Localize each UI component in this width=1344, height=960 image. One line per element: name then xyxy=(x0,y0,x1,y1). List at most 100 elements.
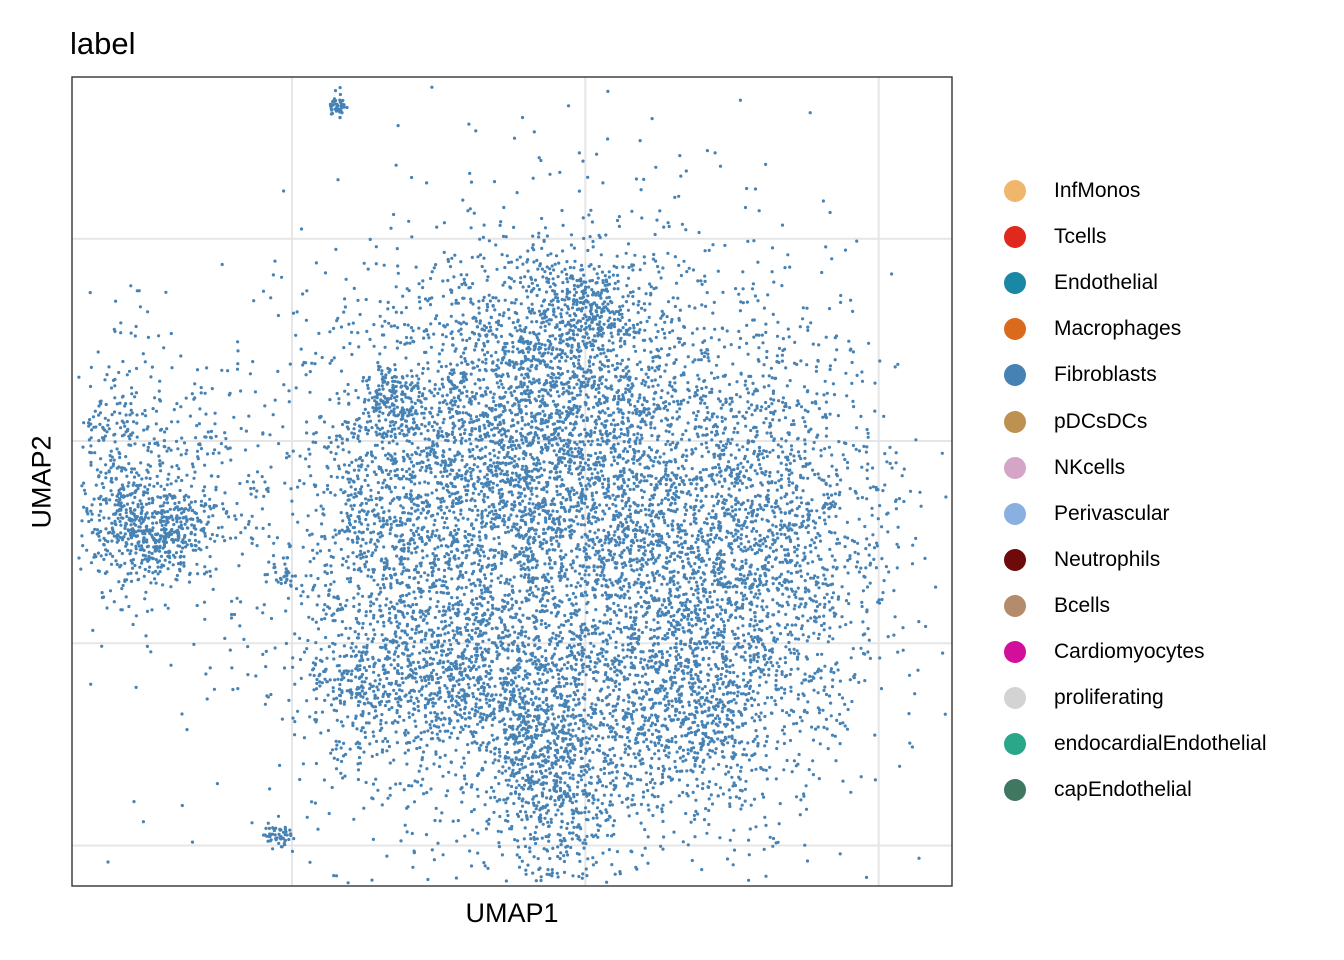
data-point xyxy=(504,778,508,782)
data-point xyxy=(779,461,783,465)
data-point xyxy=(470,538,474,542)
data-point xyxy=(827,445,832,449)
data-point xyxy=(357,755,362,760)
data-point xyxy=(575,634,579,638)
data-point xyxy=(328,330,332,334)
data-point xyxy=(554,531,558,535)
data-point xyxy=(291,716,295,720)
data-point xyxy=(667,224,671,229)
data-point xyxy=(502,456,507,460)
data-point xyxy=(674,486,678,490)
data-point xyxy=(515,664,519,669)
data-point xyxy=(561,714,565,718)
data-point xyxy=(458,573,462,577)
data-point xyxy=(645,573,649,578)
data-point xyxy=(786,327,790,331)
data-point xyxy=(713,635,717,640)
data-point xyxy=(639,473,644,477)
data-point xyxy=(555,509,559,514)
data-point xyxy=(441,453,445,458)
data-point xyxy=(752,595,756,599)
data-point xyxy=(497,636,501,640)
data-point xyxy=(422,792,426,796)
data-point xyxy=(583,634,587,638)
data-point xyxy=(541,700,545,705)
data-point xyxy=(389,324,393,328)
data-point xyxy=(269,692,273,697)
data-point xyxy=(443,699,447,704)
data-point xyxy=(722,624,727,628)
data-point xyxy=(370,754,374,759)
data-point xyxy=(822,628,826,632)
data-point xyxy=(849,656,853,660)
data-point xyxy=(412,800,417,804)
data-point xyxy=(411,865,415,869)
data-point xyxy=(468,420,472,425)
data-point xyxy=(520,515,524,519)
data-point xyxy=(457,427,462,431)
data-point xyxy=(656,438,660,442)
data-point xyxy=(669,686,673,690)
data-point xyxy=(723,417,727,421)
data-point xyxy=(626,805,630,809)
data-point xyxy=(563,267,567,271)
data-point xyxy=(660,498,664,502)
data-point xyxy=(465,469,469,473)
data-point xyxy=(669,800,673,804)
data-point xyxy=(691,478,695,482)
data-point xyxy=(543,649,548,653)
data-point xyxy=(704,646,709,650)
data-point xyxy=(571,728,575,732)
data-point xyxy=(706,605,710,610)
data-point xyxy=(169,585,173,589)
data-point xyxy=(360,552,364,556)
data-point xyxy=(424,446,429,450)
data-point xyxy=(654,165,658,169)
data-point xyxy=(356,477,360,481)
data-point xyxy=(679,618,684,622)
data-point xyxy=(456,518,460,522)
data-point xyxy=(694,540,698,544)
data-point xyxy=(304,574,308,578)
data-point xyxy=(445,474,449,478)
data-point xyxy=(634,439,638,443)
data-point xyxy=(588,747,592,751)
data-point xyxy=(540,655,544,659)
data-point xyxy=(210,387,214,391)
data-point xyxy=(535,293,539,298)
data-point xyxy=(434,263,438,267)
data-point xyxy=(291,449,295,453)
data-point xyxy=(546,391,550,395)
data-point xyxy=(369,494,373,498)
data-point xyxy=(468,849,472,853)
data-point xyxy=(520,398,525,402)
data-point xyxy=(527,756,531,761)
data-point xyxy=(719,474,723,478)
data-point xyxy=(347,322,351,326)
data-point xyxy=(326,728,330,733)
data-point xyxy=(386,670,390,675)
data-point xyxy=(651,786,655,790)
data-point xyxy=(878,656,882,660)
data-point xyxy=(352,604,356,609)
data-point xyxy=(456,577,460,581)
data-point xyxy=(334,533,338,537)
data-point xyxy=(781,450,785,454)
data-point xyxy=(579,749,583,754)
data-point xyxy=(443,469,447,474)
data-point xyxy=(644,620,649,625)
data-point xyxy=(425,743,429,748)
data-point xyxy=(624,517,628,521)
data-point xyxy=(510,502,514,507)
data-point xyxy=(489,584,493,588)
data-point xyxy=(220,368,224,372)
data-point xyxy=(548,642,552,647)
data-point xyxy=(612,601,616,606)
data-point xyxy=(530,486,534,490)
data-point xyxy=(466,539,470,544)
data-point xyxy=(251,480,255,484)
data-point xyxy=(665,408,670,412)
data-point xyxy=(488,488,492,492)
data-point xyxy=(566,660,570,665)
data-point xyxy=(783,661,788,665)
